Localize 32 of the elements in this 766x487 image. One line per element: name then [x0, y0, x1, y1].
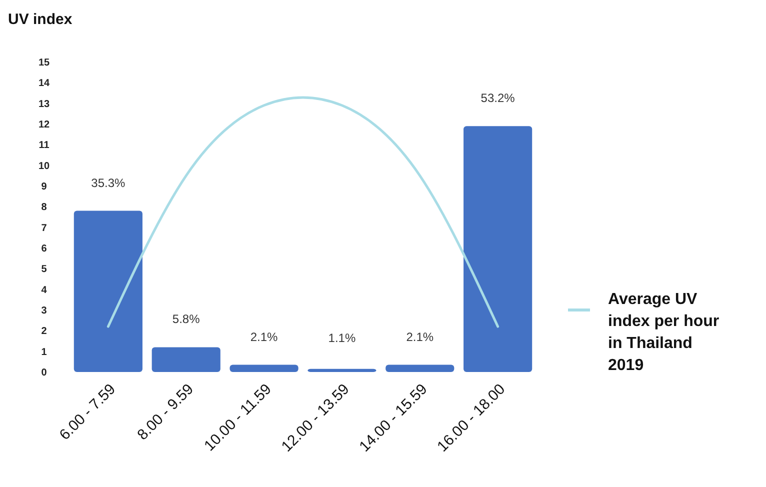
y-tick-label: 13: [38, 98, 50, 110]
bar: [308, 368, 376, 372]
bar: [230, 364, 298, 372]
bar: [152, 347, 220, 372]
x-tick-label: 8.00 - 9.59: [134, 380, 197, 444]
annotation: 2.1%: [250, 330, 278, 344]
y-tick-label: 4: [41, 284, 48, 296]
bar: [74, 210, 142, 372]
y-tick-label: 0: [41, 368, 48, 378]
y-tick-label: 5: [41, 264, 48, 276]
y-tick-label: 11: [38, 140, 50, 152]
y-tick-label: 9: [41, 182, 48, 192]
y-tick-label: 15: [38, 58, 50, 68]
annotation: 53.2%: [480, 91, 516, 106]
y-tick-label: 10: [38, 160, 50, 172]
y-axis-title: UV index: [8, 11, 73, 28]
annotation: 2.1%: [406, 330, 434, 344]
annotation: 35.3%: [91, 176, 126, 190]
annotation: 1.1%: [328, 331, 356, 345]
annotation: 5.8%: [172, 312, 200, 326]
y-tick-label: 2: [41, 326, 48, 338]
y-tick-label: 1: [41, 346, 48, 358]
y-tick-label: 6: [41, 244, 48, 254]
bar: [464, 126, 532, 372]
y-tick-label: 3: [41, 306, 48, 316]
y-tick-label: 8: [41, 202, 48, 214]
bar: [386, 364, 454, 372]
y-tick-label: 7: [41, 222, 48, 234]
y-tick-label: 14: [38, 78, 50, 90]
y-tick-label: 12: [38, 120, 50, 130]
legend-label: Average UV index per hour in Thailand 2019: [608, 291, 720, 374]
x-tick-label: 6.00 - 7.59: [56, 380, 120, 444]
